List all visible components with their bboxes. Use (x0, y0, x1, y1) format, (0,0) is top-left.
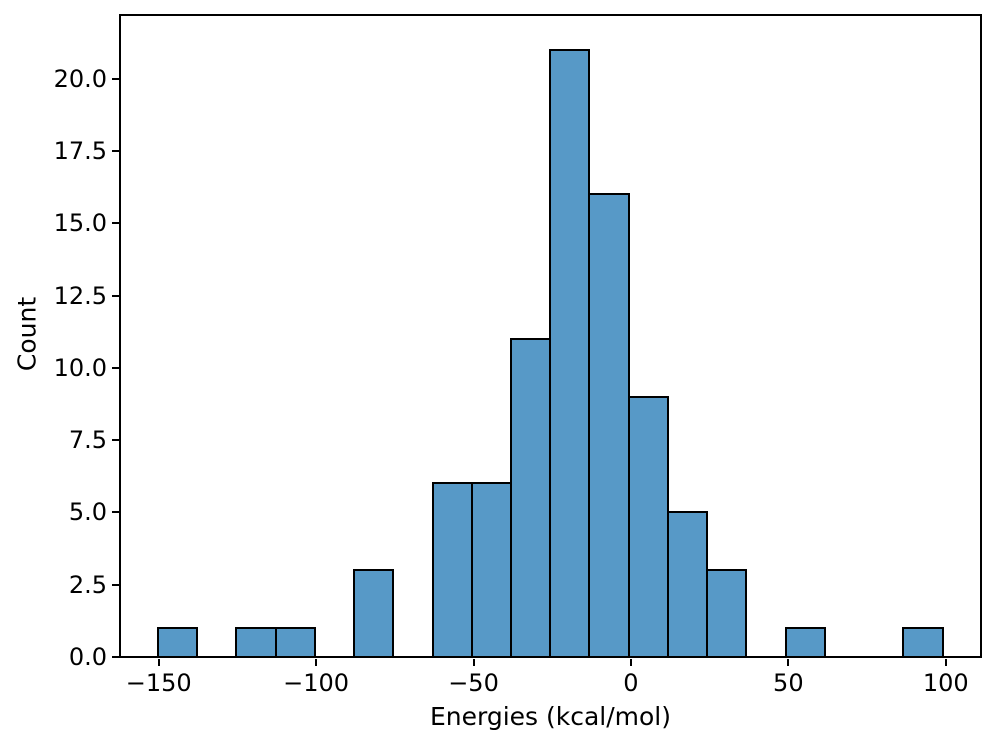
histogram-bar (431, 482, 473, 658)
y-tick (112, 294, 119, 297)
y-tick-label: 20.0 (53, 64, 107, 93)
y-tick-label: 7.5 (68, 426, 107, 455)
y-tick-label: 2.5 (68, 570, 107, 599)
y-tick-label: 5.0 (68, 498, 107, 527)
histogram-bar (274, 627, 316, 658)
x-axis-label: Energies (kcal/mol) (429, 702, 672, 731)
histogram-bar (549, 48, 591, 658)
x-tick (472, 659, 475, 666)
y-tick-label: 10.0 (53, 353, 107, 382)
x-tick-label: 0 (623, 669, 639, 697)
histogram-bar (235, 627, 277, 658)
histogram-bar (470, 482, 512, 658)
histogram-bar (352, 569, 395, 658)
x-tick-label: 100 (922, 669, 969, 697)
y-tick (112, 656, 119, 658)
histogram-bar (627, 395, 669, 658)
y-tick (112, 149, 119, 152)
y-tick (112, 366, 119, 369)
y-tick-label: 12.5 (53, 281, 107, 310)
histogram-bar (902, 627, 944, 658)
x-tick-label: 50 (773, 669, 804, 697)
histogram-bar (588, 193, 630, 658)
y-tick-label: 17.5 (53, 136, 107, 165)
y-tick (112, 222, 119, 225)
x-tick (944, 659, 947, 666)
x-tick-label: −150 (125, 669, 192, 697)
x-tick-label: −50 (448, 669, 499, 697)
histogram-bar (666, 511, 709, 658)
y-tick (112, 439, 119, 442)
x-tick (157, 659, 160, 666)
y-tick (112, 583, 119, 586)
x-tick (629, 659, 632, 666)
histogram-bar (706, 569, 748, 658)
y-tick (112, 511, 119, 514)
y-tick-label: 0.0 (68, 643, 107, 671)
y-tick-label: 15.0 (53, 209, 107, 238)
histogram-bar (509, 337, 552, 658)
y-tick (112, 77, 119, 80)
histogram-bar (156, 627, 199, 658)
x-tick-label: −100 (283, 669, 350, 697)
x-tick (787, 659, 790, 666)
histogram-bar (784, 627, 826, 658)
x-tick (315, 659, 318, 666)
